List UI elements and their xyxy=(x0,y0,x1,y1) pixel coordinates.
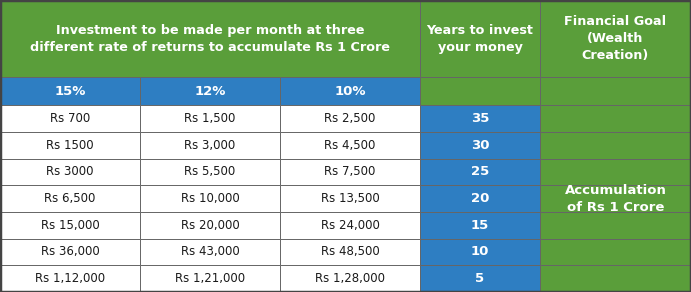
Text: 35: 35 xyxy=(471,112,489,125)
Text: Rs 7,500: Rs 7,500 xyxy=(324,165,376,178)
Bar xyxy=(0,239,140,265)
Text: Rs 43,000: Rs 43,000 xyxy=(180,246,239,258)
Bar xyxy=(540,185,691,212)
Bar xyxy=(0,212,140,239)
Bar xyxy=(140,159,280,185)
Text: Rs 3,000: Rs 3,000 xyxy=(184,139,236,152)
Text: Rs 4,500: Rs 4,500 xyxy=(324,139,376,152)
Bar xyxy=(0,105,140,132)
Bar xyxy=(280,212,420,239)
Text: Years to invest
your money: Years to invest your money xyxy=(426,24,533,54)
Bar xyxy=(0,185,140,212)
Text: Rs 13,500: Rs 13,500 xyxy=(321,192,379,205)
Bar xyxy=(280,132,420,159)
Text: Rs 15,000: Rs 15,000 xyxy=(41,219,100,232)
Text: Financial Goal
(Wealth
Creation): Financial Goal (Wealth Creation) xyxy=(565,15,667,62)
Text: 12%: 12% xyxy=(194,85,226,98)
Text: Rs 6,500: Rs 6,500 xyxy=(44,192,95,205)
Bar xyxy=(540,159,691,185)
Text: 5: 5 xyxy=(475,272,484,285)
Bar xyxy=(280,265,420,292)
Bar xyxy=(420,212,540,239)
Bar xyxy=(540,105,691,132)
Text: 20: 20 xyxy=(471,192,489,205)
Bar xyxy=(140,132,280,159)
Text: Rs 1,12,000: Rs 1,12,000 xyxy=(35,272,105,285)
Text: Accumulation
of Rs 1 Crore: Accumulation of Rs 1 Crore xyxy=(565,184,666,213)
Bar xyxy=(420,132,540,159)
Bar xyxy=(140,239,280,265)
Bar xyxy=(280,77,420,105)
Bar xyxy=(540,132,691,159)
Text: Rs 24,000: Rs 24,000 xyxy=(321,219,379,232)
Bar xyxy=(540,77,691,105)
Bar xyxy=(0,159,140,185)
Bar xyxy=(0,265,140,292)
Bar xyxy=(420,77,540,105)
Bar xyxy=(420,105,540,132)
Bar xyxy=(420,159,540,185)
Bar xyxy=(140,77,280,105)
Bar xyxy=(420,0,540,77)
Text: Investment to be made per month at three
different rate of returns to accumulate: Investment to be made per month at three… xyxy=(30,24,390,54)
Text: Rs 1,21,000: Rs 1,21,000 xyxy=(175,272,245,285)
Bar xyxy=(420,265,540,292)
Bar xyxy=(420,185,540,212)
Text: Rs 48,500: Rs 48,500 xyxy=(321,246,379,258)
Bar xyxy=(0,77,140,105)
Bar xyxy=(0,0,420,77)
Text: Rs 10,000: Rs 10,000 xyxy=(180,192,239,205)
Text: Rs 1500: Rs 1500 xyxy=(46,139,94,152)
Bar xyxy=(140,265,280,292)
Text: 30: 30 xyxy=(471,139,489,152)
Text: Rs 2,500: Rs 2,500 xyxy=(324,112,376,125)
Bar xyxy=(140,212,280,239)
Text: 25: 25 xyxy=(471,165,489,178)
Bar xyxy=(540,212,691,239)
Bar xyxy=(140,185,280,212)
Text: 10: 10 xyxy=(471,246,489,258)
Bar xyxy=(280,239,420,265)
Bar xyxy=(540,265,691,292)
Bar xyxy=(540,239,691,265)
Bar xyxy=(280,185,420,212)
Text: 10%: 10% xyxy=(334,85,366,98)
Text: Rs 3000: Rs 3000 xyxy=(46,165,94,178)
Bar xyxy=(280,159,420,185)
Text: Rs 1,500: Rs 1,500 xyxy=(184,112,236,125)
Text: Rs 1,28,000: Rs 1,28,000 xyxy=(315,272,385,285)
Text: Rs 36,000: Rs 36,000 xyxy=(41,246,100,258)
Text: 15: 15 xyxy=(471,219,489,232)
Bar xyxy=(280,105,420,132)
Bar xyxy=(420,239,540,265)
Text: Rs 700: Rs 700 xyxy=(50,112,90,125)
Bar xyxy=(540,0,691,77)
Text: 15%: 15% xyxy=(55,85,86,98)
Bar xyxy=(0,132,140,159)
Text: Rs 5,500: Rs 5,500 xyxy=(184,165,236,178)
Text: Rs 20,000: Rs 20,000 xyxy=(180,219,239,232)
Bar xyxy=(140,105,280,132)
